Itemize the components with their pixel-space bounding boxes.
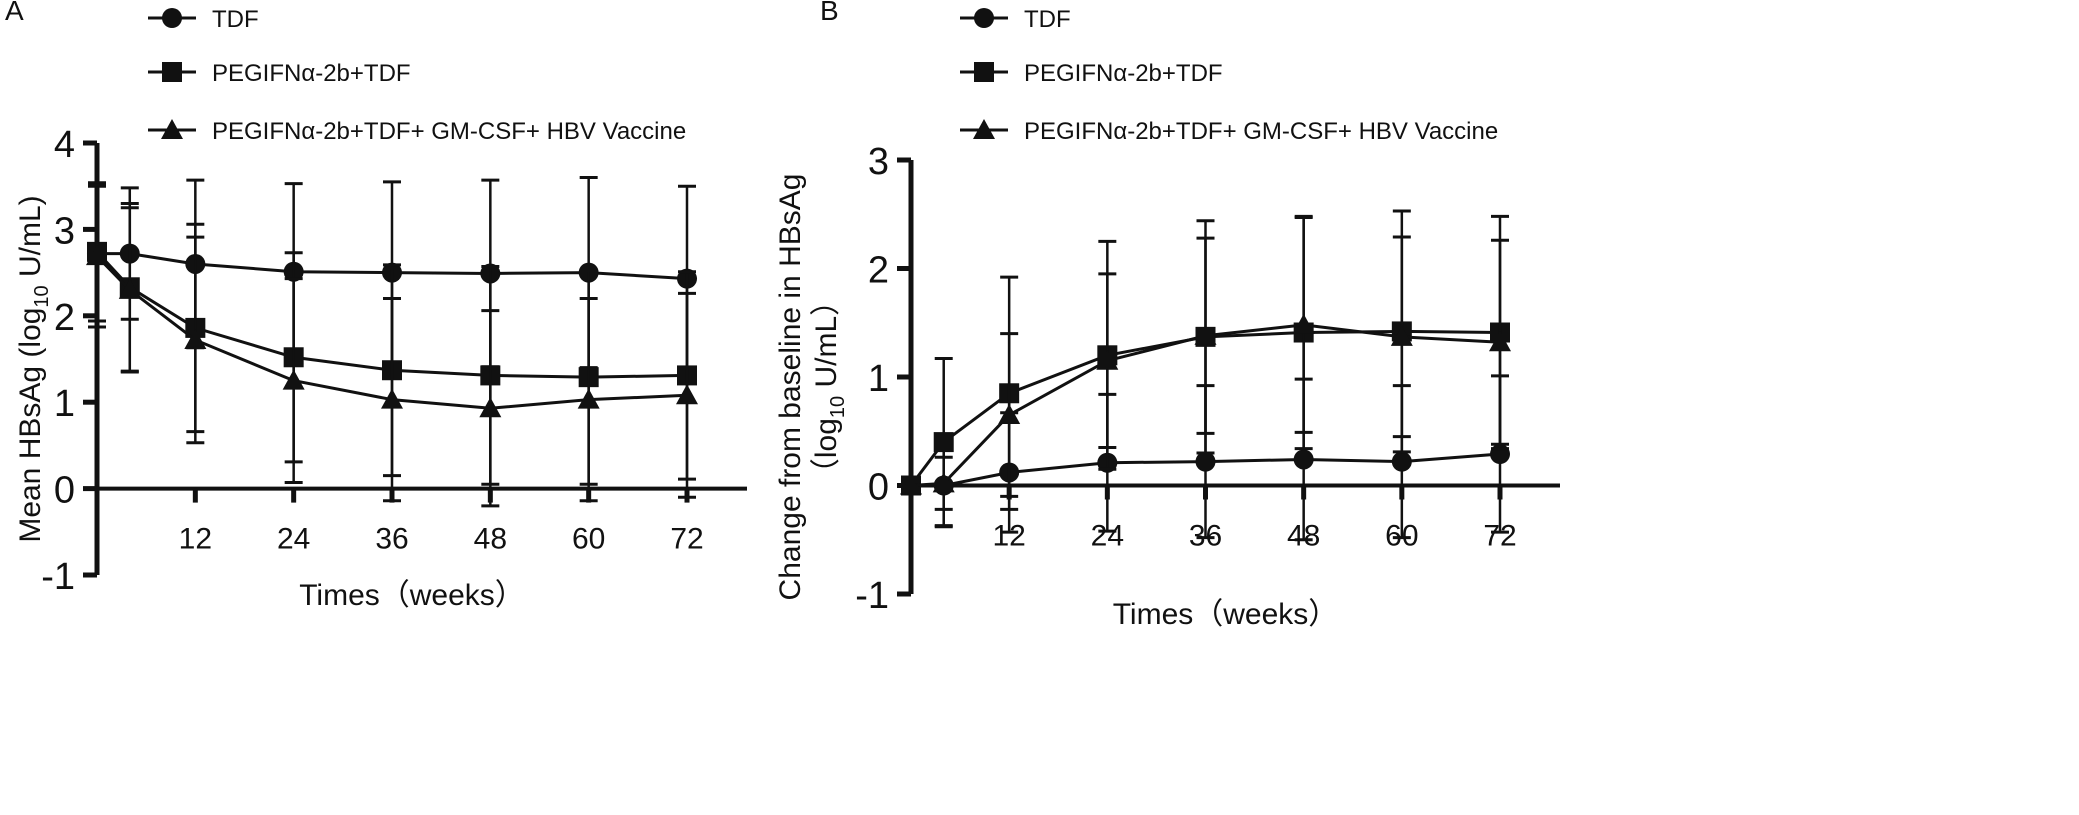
- y-tick-label: 4: [54, 124, 75, 166]
- data-point: [900, 474, 922, 495]
- y-axis-title-tail: U/mL): [14, 195, 47, 285]
- y-axis-title: Mean HBsAg (log10 U/mL): [14, 195, 53, 542]
- legend-entry: PEGIFNα-2b+TDF: [1024, 60, 1223, 87]
- data-point: [1293, 449, 1314, 470]
- data-point: [1292, 313, 1315, 334]
- data-point: [1489, 331, 1511, 352]
- y-axis-title-2-tail: U/mL）: [810, 286, 843, 396]
- legend-marker-triangle: [161, 119, 183, 139]
- data-point: [282, 369, 305, 390]
- x-tick-label: 12: [179, 523, 212, 556]
- data-point: [118, 278, 141, 299]
- data-point: [184, 328, 207, 349]
- x-tick-label: 48: [474, 523, 507, 556]
- y-axis-title-main: Mean HBsAg (log: [14, 308, 47, 543]
- data-point: [1194, 324, 1217, 345]
- legend-marker-circle: [162, 8, 182, 28]
- data-point: [1390, 325, 1413, 346]
- legend-marker-triangle: [973, 119, 995, 139]
- data-point: [381, 388, 403, 409]
- data-point: [676, 384, 698, 405]
- series-line: [910, 323, 1501, 487]
- y-tick-label: 2: [54, 297, 75, 339]
- y-tick-label: -1: [855, 575, 889, 617]
- y-axis-title-sub: 10: [31, 285, 53, 307]
- series-line: [95, 255, 688, 410]
- y-axis-title: Change from baseline in HBsAg: [774, 174, 807, 601]
- series-line: [909, 329, 1501, 487]
- legend-entry: PEGIFNα-2b+TDF+ GM-CSF+ HBV Vaccine: [1024, 118, 1498, 145]
- data-point: [1195, 451, 1216, 472]
- data-point: [86, 245, 108, 266]
- y-tick-label: 1: [54, 383, 75, 425]
- series-line: [911, 452, 1501, 487]
- x-tick-label: 36: [375, 523, 408, 556]
- panel-label: A: [5, 0, 24, 26]
- data-point: [479, 397, 502, 418]
- data-point: [932, 472, 955, 493]
- data-point: [1096, 349, 1119, 370]
- legend-entry: TDF: [212, 6, 259, 33]
- legend-marker-square: [162, 62, 182, 82]
- x-axis-title: Times（weeks）: [1113, 598, 1339, 631]
- y-axis-title-2-sub: 10: [827, 396, 849, 418]
- y-tick-label: 3: [868, 141, 889, 183]
- data-point: [998, 403, 1021, 424]
- y-tick-label: 3: [54, 210, 75, 252]
- y-axis-title-line2: （log10 U/mL）: [810, 286, 849, 488]
- data-point: [577, 388, 600, 409]
- y-tick-label: 1: [868, 358, 889, 400]
- legend-marker-circle: [974, 8, 994, 28]
- y-tick-label: 2: [868, 250, 889, 292]
- legend-entry: TDF: [1024, 6, 1071, 33]
- series-line: [95, 250, 688, 379]
- series-triangle: [86, 183, 698, 508]
- y-tick-label: -1: [41, 556, 75, 598]
- y-axis-title-2-main: （log: [810, 418, 843, 488]
- x-tick-label: 60: [572, 523, 605, 556]
- legend-entry: PEGIFNα-2b+TDF+ GM-CSF+ HBV Vaccine: [212, 118, 686, 145]
- legend-marker-square: [974, 62, 994, 82]
- series-triangle: [900, 216, 1511, 511]
- data-point: [933, 432, 954, 453]
- panel-label: B: [820, 0, 839, 26]
- y-tick-label: 0: [54, 470, 75, 512]
- x-axis-title: Times（weeks）: [299, 579, 525, 612]
- legend-entry: PEGIFNα-2b+TDF: [212, 60, 411, 87]
- x-tick-label: 24: [277, 523, 310, 556]
- series-line: [97, 252, 688, 281]
- data-point: [1391, 451, 1412, 472]
- x-tick-label: 72: [670, 523, 703, 556]
- y-tick-label: 0: [868, 467, 889, 509]
